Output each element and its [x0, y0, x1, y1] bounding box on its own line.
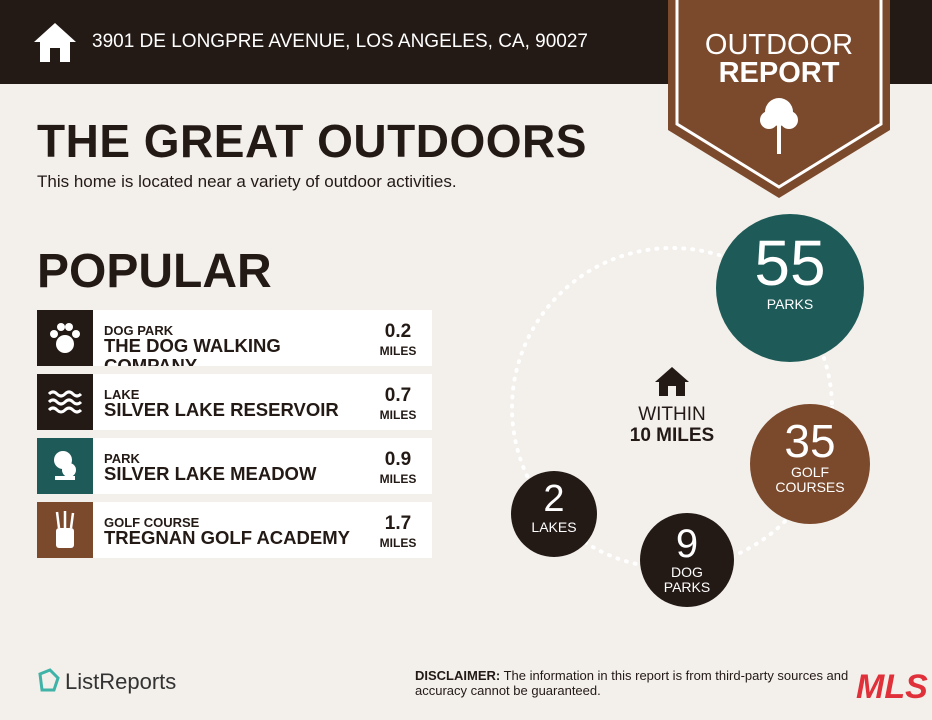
badge-line2: REPORT	[719, 57, 840, 89]
count-circle: 35 GOLF COURSES	[750, 404, 870, 524]
row-name: TREGNAN GOLF ACADEMY	[104, 527, 350, 548]
count-circle: 55 PARKS	[716, 214, 864, 362]
count-label: LAKES	[531, 519, 577, 536]
row-unit: MILES	[379, 408, 417, 422]
row-distance: 0.9	[384, 449, 412, 470]
row-name: SILVER LAKE MEADOW	[104, 463, 317, 484]
icon-glyph	[54, 451, 76, 480]
row-category: DOG PARK	[104, 323, 174, 338]
disclaimer-label: DISCLAIMER:	[415, 668, 501, 683]
row-distance: 1.7	[384, 513, 412, 534]
row-category: PARK	[104, 451, 140, 466]
count-circle: 9 DOG PARKS	[640, 513, 734, 607]
subtitle: This home is located near a variety of o…	[37, 172, 457, 191]
section-heading: POPULAR	[37, 245, 272, 298]
listreports-logo	[38, 668, 60, 692]
home-icon	[34, 23, 76, 62]
title: THE GREAT OUTDOORS	[37, 115, 587, 167]
disclaimer-text: The information in this report is from t…	[415, 668, 849, 698]
badge-line1: OUTDOOR	[705, 29, 853, 61]
row-category: GOLF COURSE	[104, 515, 200, 530]
row-icon	[37, 502, 93, 558]
row-distance: 0.2	[384, 321, 412, 342]
row-name: THE DOG WALKING COMPANY	[104, 335, 281, 367]
radius-line2: 10 MILES	[629, 425, 715, 446]
list-row: GOLF COURSE TREGNAN GOLF ACADEMY 1.7 MILES	[37, 502, 432, 558]
address: 3901 DE LONGPRE AVENUE, LOS ANGELES, CA,…	[92, 31, 588, 52]
icon-glyph	[47, 390, 83, 414]
count-number: 35	[784, 415, 836, 468]
count-label: GOLF COURSES	[775, 464, 845, 496]
radius-line1: WITHIN	[638, 404, 706, 425]
count-number: 2	[543, 478, 565, 521]
row-unit: MILES	[379, 344, 417, 358]
list-row: LAKE SILVER LAKE RESERVOIR 0.7 MILES	[37, 374, 432, 430]
mls-logo: MLS	[852, 664, 928, 708]
disclaimer: DISCLAIMER: The information in this repo…	[415, 668, 855, 698]
count-circle: 2 LAKES	[511, 471, 597, 557]
row-unit: MILES	[379, 472, 417, 486]
row-distance: 0.7	[384, 385, 412, 406]
list-row: PARK SILVER LAKE MEADOW 0.9 MILES	[37, 438, 432, 494]
radius-label: WITHIN 10 MILES	[592, 404, 752, 446]
count-number: 55	[754, 227, 826, 300]
badge: OUTDOOR REPORT	[668, 0, 890, 198]
row-category: LAKE	[104, 387, 140, 402]
row-name: SILVER LAKE RESERVOIR	[104, 399, 339, 420]
icon-glyph	[55, 511, 75, 548]
brand: ListReports	[65, 669, 177, 694]
row-icon	[37, 310, 93, 366]
count-number: 9	[675, 522, 699, 567]
icon-glyph	[50, 323, 80, 353]
row-icon	[37, 374, 93, 430]
count-label: DOG PARKS	[663, 564, 711, 596]
list-row: DOG PARK THE DOG WALKING COMPANY 0.2 MILES	[37, 310, 432, 366]
row-unit: MILES	[379, 536, 417, 550]
mls-text: MLS	[856, 668, 928, 706]
count-label: PARKS	[766, 296, 814, 313]
row-icon	[37, 438, 93, 494]
